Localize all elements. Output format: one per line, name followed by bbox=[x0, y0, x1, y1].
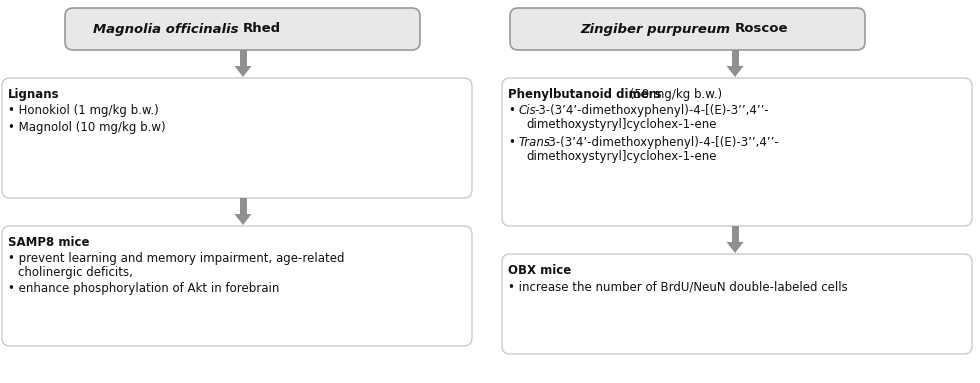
Text: •: • bbox=[508, 104, 514, 117]
Text: Roscoe: Roscoe bbox=[735, 23, 789, 36]
FancyBboxPatch shape bbox=[65, 8, 420, 50]
Text: • enhance phosphorylation of Akt in forebrain: • enhance phosphorylation of Akt in fore… bbox=[8, 282, 279, 295]
Text: -3-(3’4’-dimethoxyphenyl)-4-[(E)-3’’,4’’-: -3-(3’4’-dimethoxyphenyl)-4-[(E)-3’’,4’’… bbox=[544, 136, 779, 149]
FancyBboxPatch shape bbox=[502, 78, 972, 226]
Text: • prevent learning and memory impairment, age-related: • prevent learning and memory impairment… bbox=[8, 252, 345, 265]
Text: Rhed: Rhed bbox=[243, 23, 281, 36]
FancyBboxPatch shape bbox=[2, 78, 472, 198]
FancyBboxPatch shape bbox=[2, 226, 472, 346]
Text: Phenylbutanoid dimers: Phenylbutanoid dimers bbox=[508, 88, 662, 101]
Polygon shape bbox=[731, 50, 739, 66]
Text: OBX mice: OBX mice bbox=[508, 264, 571, 277]
Polygon shape bbox=[239, 198, 247, 214]
FancyBboxPatch shape bbox=[510, 8, 865, 50]
Text: Zingiber purpureum: Zingiber purpureum bbox=[580, 23, 735, 36]
Text: (50 mg/kg b.w.): (50 mg/kg b.w.) bbox=[626, 88, 722, 101]
Polygon shape bbox=[731, 226, 739, 242]
Polygon shape bbox=[234, 66, 252, 77]
Text: SAMP8 mice: SAMP8 mice bbox=[8, 236, 89, 249]
Text: •: • bbox=[508, 136, 514, 149]
Polygon shape bbox=[726, 242, 744, 253]
Text: Magnolia officinalis: Magnolia officinalis bbox=[93, 23, 243, 36]
Text: • increase the number of BrdU/NeuN double-labeled cells: • increase the number of BrdU/NeuN doubl… bbox=[508, 280, 848, 293]
Text: Trans: Trans bbox=[518, 136, 550, 149]
FancyBboxPatch shape bbox=[502, 254, 972, 354]
Text: dimethoxystyryl]cyclohex-1-ene: dimethoxystyryl]cyclohex-1-ene bbox=[526, 150, 716, 163]
Text: -3-(3’4’-dimethoxyphenyl)-4-[(E)-3’’,4’’-: -3-(3’4’-dimethoxyphenyl)-4-[(E)-3’’,4’’… bbox=[534, 104, 768, 117]
Polygon shape bbox=[726, 66, 744, 77]
Text: Cis: Cis bbox=[518, 104, 536, 117]
Text: • Magnolol (10 mg/kg b.w): • Magnolol (10 mg/kg b.w) bbox=[8, 121, 166, 134]
Polygon shape bbox=[234, 214, 252, 225]
Text: • Honokiol (1 mg/kg b.w.): • Honokiol (1 mg/kg b.w.) bbox=[8, 104, 159, 117]
Polygon shape bbox=[239, 50, 247, 66]
Text: Lignans: Lignans bbox=[8, 88, 60, 101]
Text: cholinergic deficits,: cholinergic deficits, bbox=[18, 266, 133, 279]
Text: dimethoxystyryl]cyclohex-1-ene: dimethoxystyryl]cyclohex-1-ene bbox=[526, 118, 716, 131]
